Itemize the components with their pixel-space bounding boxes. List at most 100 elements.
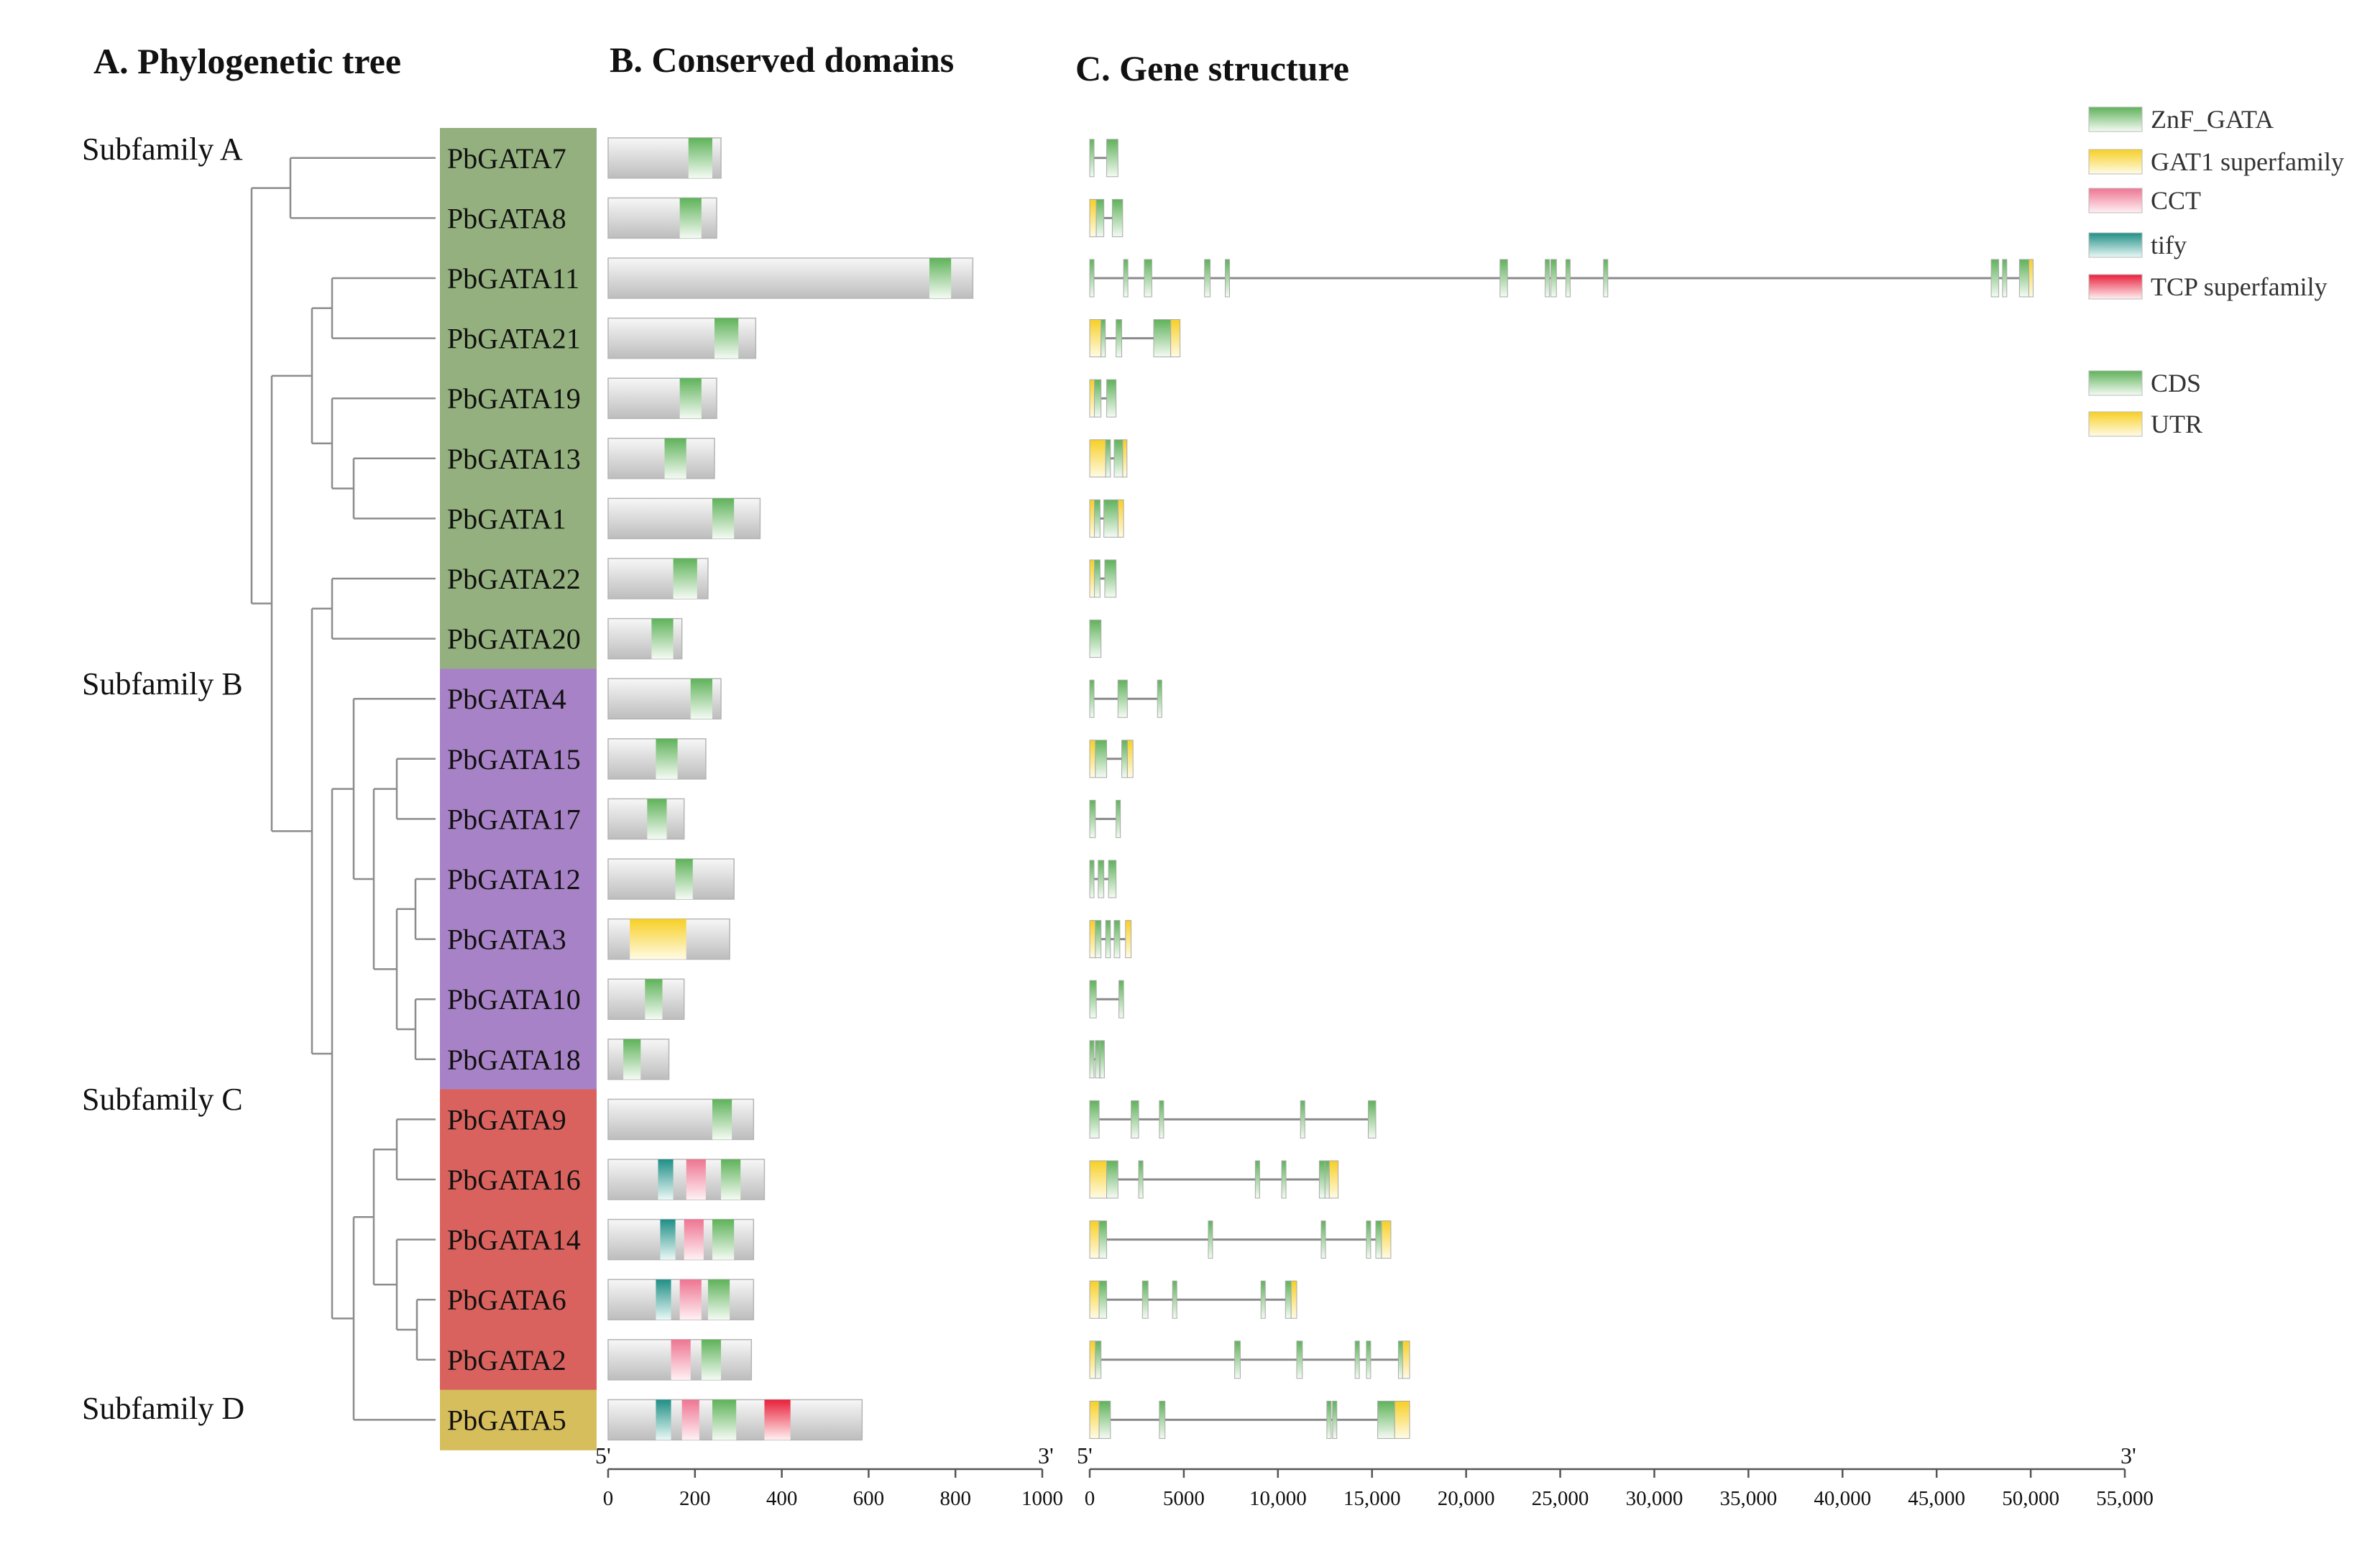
gene-row: PbGATA7: [440, 128, 1118, 189]
domain-axis-5prime: 5': [595, 1443, 611, 1468]
axis-tick-label: 35,000: [1719, 1487, 1777, 1510]
cds-block: [1089, 679, 1095, 718]
domain-block: [673, 558, 697, 599]
utr-block: [1089, 1400, 1100, 1439]
cds-block: [1157, 679, 1162, 718]
utr-block: [1402, 1340, 1410, 1379]
domain-block: [645, 979, 663, 1020]
axis-tick-label: 200: [679, 1487, 711, 1510]
gene-name-box: [440, 1389, 597, 1450]
gene-name-box: [440, 608, 597, 669]
cds-block: [1089, 799, 1096, 838]
gene-row: PbGATA2: [440, 1330, 1410, 1391]
axis-tick-label: 50,000: [2002, 1487, 2059, 1510]
domain-block: [651, 618, 674, 659]
gene-name-label: PbGATA11: [447, 262, 579, 295]
axis-tick-label: 600: [853, 1487, 885, 1510]
legend-label: TCP superfamily: [2151, 272, 2328, 301]
cds-block: [1332, 1400, 1338, 1439]
cds-block: [1565, 259, 1571, 298]
gene-name-label: PbGATA10: [447, 983, 581, 1016]
cds-block: [1300, 1100, 1305, 1138]
legend-swatch: [2088, 106, 2143, 132]
cds-block: [1225, 259, 1231, 298]
utr-block: [1394, 1400, 1410, 1439]
gene-name-box: [440, 849, 597, 910]
domain-block: [681, 1399, 699, 1440]
utr-block: [1089, 1160, 1108, 1199]
legend-label: GAT1 superfamily: [2151, 147, 2344, 176]
cds-block: [1089, 139, 1095, 178]
cds-block: [1089, 1100, 1100, 1138]
utr-block: [1328, 1160, 1339, 1199]
gene-name-label: PbGATA18: [447, 1044, 581, 1076]
subfamily-d-label: Subfamily D: [82, 1391, 244, 1426]
gene-name-box: [440, 1149, 597, 1210]
cds-block: [1103, 499, 1118, 538]
legend-label: ZnF_GATA: [2151, 105, 2274, 134]
cds-block: [1089, 259, 1095, 298]
domain-block: [712, 1099, 732, 1140]
gene-row: PbGATA21: [440, 308, 1181, 369]
domain-block: [679, 198, 702, 239]
cds-block: [1117, 679, 1128, 718]
protein-bar: [607, 257, 974, 299]
cds-block: [1095, 920, 1102, 959]
domain-block: [664, 438, 686, 479]
cds-block: [1095, 1040, 1101, 1079]
subfamily-a-label: Subfamily A: [82, 132, 243, 167]
cds-block: [1113, 439, 1124, 478]
gene-name-label: PbGATA6: [447, 1284, 566, 1316]
gene-axis-5prime: 5': [1077, 1443, 1093, 1468]
domain-block: [690, 678, 712, 719]
cds-block: [1366, 1340, 1372, 1379]
gene-name-label: PbGATA8: [447, 202, 566, 234]
cds-block: [1281, 1160, 1287, 1199]
domain-block: [658, 1159, 674, 1200]
cds-block: [1326, 1400, 1332, 1439]
domain-length-axis: 5' 3' 0 200 400 600 800 1000: [595, 1443, 1063, 1510]
axis-tick-label: 0: [603, 1487, 614, 1510]
axis-tick-label: 0: [1085, 1487, 1095, 1510]
cds-block: [1106, 1160, 1118, 1199]
domain-block: [712, 498, 735, 539]
gene-row: PbGATA1: [440, 488, 1124, 549]
utr-block: [1089, 319, 1102, 358]
cds-block: [1499, 259, 1508, 298]
legend-swatch: [2088, 411, 2143, 437]
cds-block: [1113, 920, 1121, 959]
legend-swatch: [2088, 370, 2143, 396]
domain-block: [679, 1279, 702, 1320]
cds-block: [1159, 1100, 1164, 1138]
gene-row: PbGATA16: [440, 1149, 1339, 1210]
gene-name-box: [440, 788, 597, 850]
cds-block: [1366, 1220, 1372, 1259]
gene-name-box: [440, 428, 597, 489]
cds-block: [1104, 559, 1117, 598]
cds-block: [1095, 1340, 1102, 1379]
domain-block: [712, 1399, 737, 1440]
gene-row: PbGATA22: [440, 548, 1117, 610]
cds-block: [1138, 1160, 1144, 1199]
cds-block: [1106, 139, 1118, 178]
legend-label: CCT: [2151, 186, 2201, 215]
gene-row: PbGATA8: [440, 188, 1124, 249]
gene-name-label: PbGATA19: [447, 382, 581, 415]
gene-name-label: PbGATA3: [447, 924, 566, 956]
cds-block: [1131, 1100, 1139, 1138]
utr-block: [1089, 1220, 1100, 1259]
protein-bar: [607, 438, 715, 479]
cds-block: [1285, 1280, 1292, 1319]
gene-row: PbGATA5: [440, 1389, 1410, 1450]
legend-label: tify: [2151, 231, 2187, 259]
gene-row: PbGATA3: [440, 908, 1132, 970]
cds-block: [1296, 1340, 1303, 1379]
cds-block: [1095, 198, 1105, 237]
phylogenetic-tree: [250, 157, 436, 1421]
cds-block: [1106, 379, 1117, 418]
gene-axis-3prime: 3': [2121, 1443, 2136, 1468]
gene-name-label: PbGATA13: [447, 443, 581, 475]
cds-block: [1105, 439, 1111, 478]
domain-axis-3prime: 3': [1038, 1443, 1054, 1468]
